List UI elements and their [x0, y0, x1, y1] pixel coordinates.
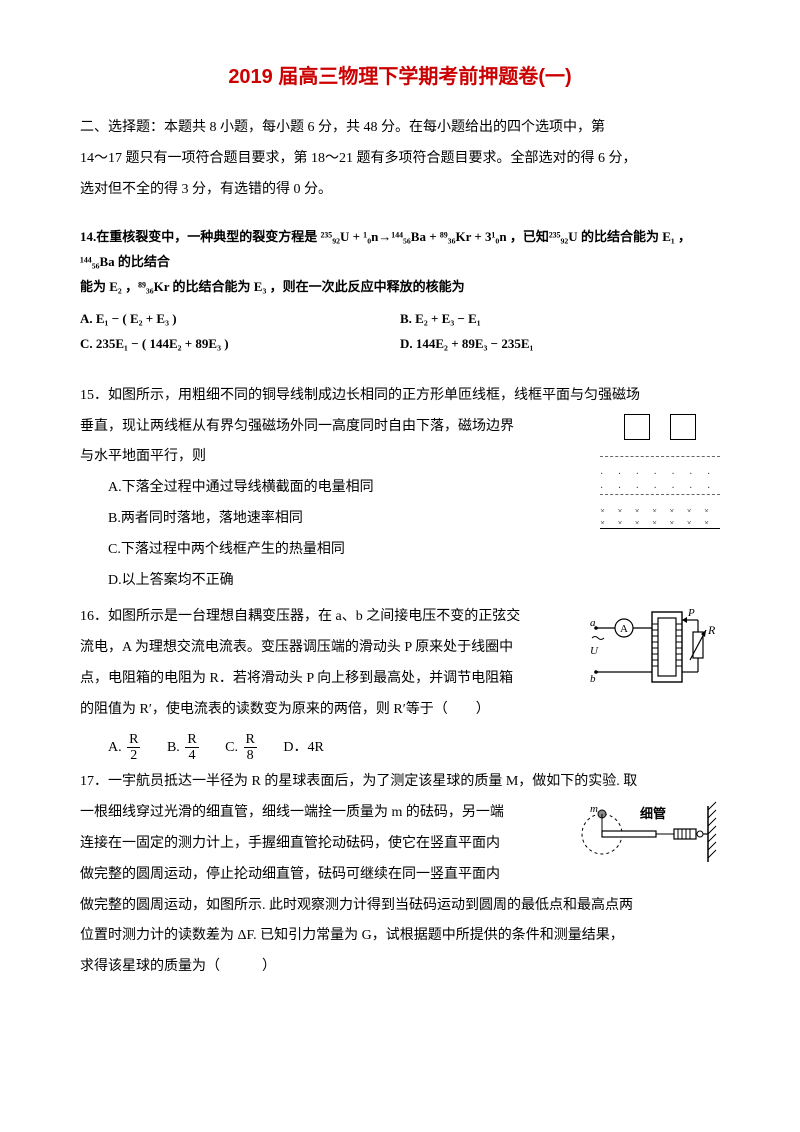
- q17-line-4: 做完整的圆周运动，停止抡动细直管，砝码可继续在同一竖直平面内: [80, 860, 560, 891]
- q15-line-1: 15．如图所示，用粗细不同的铜导线制成边长相同的正方形单匝线框，线框平面与匀强磁…: [80, 381, 720, 412]
- q17-line-5: 做完整的圆周运动，如图所示. 此时观察测力计得到当砝码运动到圆周的最低点和最高点…: [80, 891, 720, 922]
- q17-line-6: 位置时测力计的读数差为 ΔF. 已知引力常量为 G，试根据题中所提供的条件和测量…: [80, 921, 720, 952]
- q15-line-3: 与水平地面平行，则: [80, 442, 560, 473]
- q16-options: A. R2 B. R4 C. R8 D．4R: [80, 732, 720, 764]
- svg-text:P: P: [687, 607, 695, 619]
- q17-figure: m 细管: [580, 798, 720, 878]
- svg-text:a: a: [590, 617, 596, 629]
- field-boundary-2-icon: [600, 494, 720, 495]
- q15-opt-a: A.下落全过程中通过导线横截面的电量相同: [80, 473, 560, 504]
- q15-line-2: 垂直，现让两线框从有界匀强磁场外同一高度同时自由下落，磁场边界: [80, 412, 560, 443]
- q15-opt-b: B.两者同时落地，落地速率相同: [80, 504, 560, 535]
- field-x-2: × × × × × × × × × ×: [600, 514, 720, 524]
- svg-text:A: A: [620, 623, 628, 635]
- field-boundary-icon: [600, 456, 720, 457]
- instr-line-2: 14～17 题只有一项符合题目要求，第 18～21 题有多项符合题目要求。全部选…: [80, 144, 720, 175]
- q15-opt-c: C.下落过程中两个线框产生的热量相同: [80, 535, 720, 566]
- q14-opt-b: B. E₂ + E₃ − E₁: [400, 307, 720, 332]
- svg-text:R: R: [707, 623, 716, 637]
- q16-line-4: 的阻值为 R′，使电流表的读数变为原来的两倍，则 R′等于（ ）: [80, 695, 570, 726]
- q17-line-1: 17．一宇航员抵达一半径为 R 的星球表面后，为了测定该星球的质量 M，做如下的…: [80, 767, 720, 798]
- svg-text:U: U: [590, 645, 599, 657]
- svg-text:b: b: [590, 673, 596, 685]
- q14-line-2: 能为 E₂ ，⁸⁹₃₆Kr 的比结合能为 E₃ ，则在一次此反应中释放的核能为: [80, 279, 465, 294]
- q16-opt-a-label: A.: [108, 740, 122, 755]
- svg-text:细管: 细管: [640, 806, 666, 821]
- q16-figure: A a b U: [590, 602, 720, 692]
- q14-opt-c: C. 235E₁ − ( 144E₂ + 89E₃ ): [80, 332, 400, 357]
- q16-opt-b-label: B.: [167, 740, 180, 755]
- question-17: 17．一宇航员抵达一半径为 R 的星球表面后，为了测定该星球的质量 M，做如下的…: [80, 767, 720, 983]
- field-x-1: × × × × × × × × × ×: [600, 502, 720, 512]
- q16-line-3: 点，电阻箱的电阻为 R．若将滑动头 P 向上移到最高处，并调节电阻箱: [80, 664, 570, 695]
- question-15: 15．如图所示，用粗细不同的铜导线制成边长相同的正方形单匝线框，线框平面与匀强磁…: [80, 381, 720, 597]
- svg-text:m: m: [590, 803, 598, 815]
- q16-line-1: 16．如图所示是一台理想自耦变压器，在 a、b 之间接电压不变的正弦交: [80, 602, 570, 633]
- q14-options: A. E₁ − ( E₂ + E₃ ) B. E₂ + E₃ − E₁ C. 2…: [80, 307, 720, 356]
- q17-line-7: 求得该星球的质量为（ ）: [80, 952, 720, 983]
- q14-stem-1: 14.在重核裂变中，一种典型的裂变方程是: [80, 229, 321, 244]
- paper-title: 2019 届高三物理下学期考前押题卷(一): [80, 60, 720, 89]
- question-16: 16．如图所示是一台理想自耦变压器，在 a、b 之间接电压不变的正弦交 流电，A…: [80, 602, 720, 725]
- question-14: 14.在重核裂变中，一种典型的裂变方程是 ²³⁵₉₂U + ¹₀n→¹⁴⁴₅₆B…: [80, 225, 720, 299]
- q16-opt-b-frac: R4: [185, 732, 198, 764]
- field-dots-1: · · · · · · · · · · · ·: [600, 464, 720, 474]
- q14-opt-a: A. E₁ − ( E₂ + E₃ ): [80, 307, 400, 332]
- transformer-icon: A a b U: [590, 602, 720, 692]
- q16-opt-d: D．4R: [283, 740, 323, 755]
- instr-line-1: 二、选择题：本题共 8 小题，每小题 6 分，共 48 分。在每小题给出的四个选…: [80, 113, 720, 144]
- section-instructions: 二、选择题：本题共 8 小题，每小题 6 分，共 48 分。在每小题给出的四个选…: [80, 113, 720, 205]
- pendulum-icon: m 细管: [580, 798, 720, 878]
- q14-equation: ²³⁵₉₂U + ¹₀n→¹⁴⁴₅₆Ba + ⁸⁹₃₆Kr + 3¹₀n: [321, 229, 507, 244]
- q17-line-3: 连接在一固定的测力计上，手握细直管抡动砝码，使它在竖直平面内: [80, 829, 560, 860]
- q15-opt-d: D.以上答案均不正确: [80, 566, 720, 597]
- q16-opt-c-label: C.: [225, 740, 238, 755]
- q16-line-2: 流电，A 为理想交流电流表。变压器调压端的滑动头 P 原来处于线圈中: [80, 633, 570, 664]
- square-2-icon: [670, 414, 696, 440]
- ground-icon: [600, 528, 720, 529]
- field-dots-2: · · · · · · · · · · · ·: [600, 478, 720, 488]
- q16-opt-a-frac: R2: [127, 732, 140, 764]
- q15-figure: · · · · · · · · · · · · · · · · · · · · …: [600, 414, 720, 534]
- q17-line-2: 一根细线穿过光滑的细直管，细线一端拴一质量为 m 的砝码，另一端: [80, 798, 560, 829]
- q16-opt-c-frac: R8: [244, 732, 257, 764]
- q14-opt-d: D. 144E₂ + 89E₃ − 235E₁: [400, 332, 720, 357]
- square-1-icon: [624, 414, 650, 440]
- instr-line-3: 选对但不全的得 3 分，有选错的得 0 分。: [80, 175, 720, 206]
